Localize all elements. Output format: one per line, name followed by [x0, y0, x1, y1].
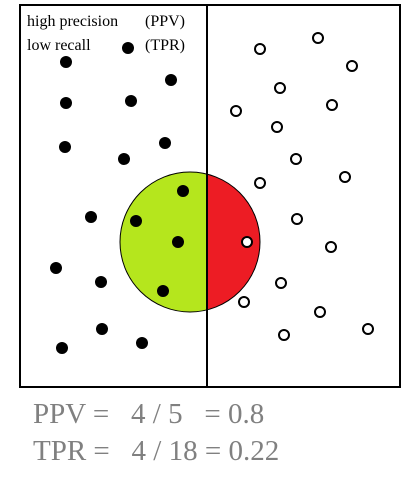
irrelevant-dot — [339, 171, 351, 183]
tpr-label: (TPR) — [145, 37, 185, 54]
irrelevant-dot — [346, 60, 358, 72]
irrelevant-dot — [314, 306, 326, 318]
relevant-dot — [60, 56, 72, 68]
relevant-dot — [177, 185, 189, 197]
irrelevant-dot — [254, 177, 266, 189]
relevant-dot — [56, 342, 68, 354]
precision-label: high precision — [27, 13, 119, 30]
tpr-formula: TPR = 4 / 18 = 0.22 — [33, 435, 280, 467]
relevant-dot — [165, 74, 177, 86]
irrelevant-dot — [278, 329, 290, 341]
irrelevant-dot — [291, 213, 303, 225]
relevant-dot — [136, 337, 148, 349]
irrelevant-dot — [238, 296, 250, 308]
recall-label: low recall — [27, 37, 91, 54]
irrelevant-dot — [254, 43, 266, 55]
irrelevant-dot — [275, 277, 287, 289]
relevant-dot — [60, 97, 72, 109]
relevant-dot — [96, 323, 108, 335]
irrelevant-dot — [312, 32, 324, 44]
irrelevant-dot — [325, 241, 337, 253]
irrelevant-dot — [326, 99, 338, 111]
relevant-dot — [122, 42, 134, 54]
relevant-dot — [130, 215, 142, 227]
false-positive-region — [207, 174, 260, 310]
true-positive-region — [120, 172, 207, 312]
relevant-dot — [59, 141, 71, 153]
relevant-elements — [50, 42, 189, 354]
ppv-formula: PPV = 4 / 5 = 0.8 — [33, 398, 265, 430]
relevant-dot — [172, 236, 184, 248]
relevant-dot — [157, 285, 169, 297]
irrelevant-dot — [362, 323, 374, 335]
ppv-label: (PPV) — [145, 13, 186, 30]
irrelevant-dot — [241, 236, 253, 248]
relevant-dot — [125, 95, 137, 107]
irrelevant-dot — [230, 105, 242, 117]
irrelevant-dot — [274, 82, 286, 94]
relevant-dot — [159, 137, 171, 149]
irrelevant-elements — [230, 32, 374, 341]
relevant-dot — [118, 153, 130, 165]
irrelevant-dot — [271, 121, 283, 133]
relevant-dot — [85, 211, 97, 223]
relevant-dot — [95, 276, 107, 288]
irrelevant-dot — [290, 153, 302, 165]
relevant-dot — [50, 262, 62, 274]
selected-elements-outline — [119, 171, 261, 313]
